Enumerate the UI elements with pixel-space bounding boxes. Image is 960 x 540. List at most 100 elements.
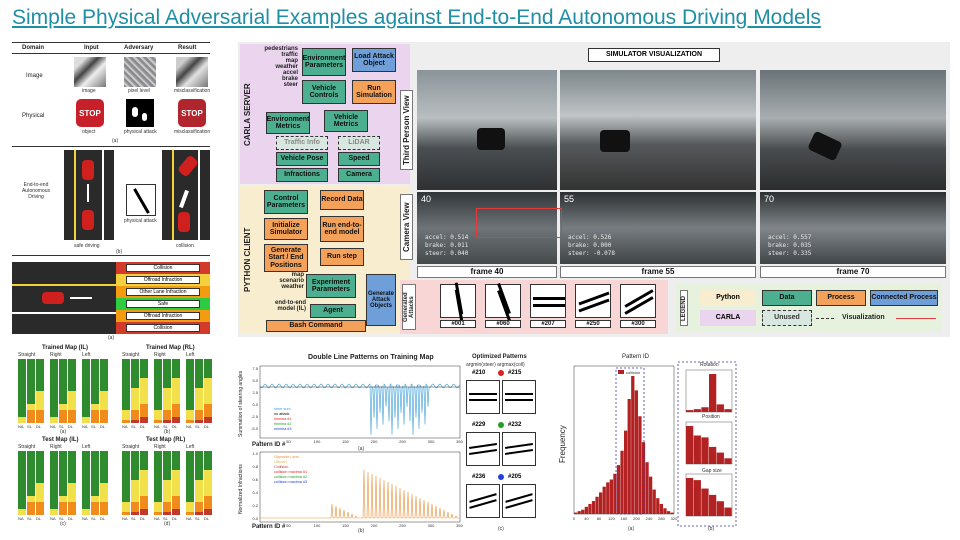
bar-map-panel: (a) (60, 429, 67, 435)
vehicle-pose-box[interactable]: Vehicle Pose (276, 152, 328, 166)
lidar-box[interactable]: LiDAR (338, 136, 380, 150)
bar-map-sub: Left (186, 444, 195, 450)
bar-segment (204, 495, 212, 509)
bar-x-tick: NA (50, 424, 56, 429)
run-sim-box[interactable]: Run Simulation (352, 80, 396, 104)
load-attack-box[interactable]: Load Attack Object (352, 48, 396, 72)
hist-bar (645, 462, 649, 514)
attack-pattern[interactable] (440, 282, 476, 322)
line-figure: Double Line Patterns on Training Map Sum… (238, 354, 466, 536)
legend-data: Data (762, 290, 812, 306)
legend-item: no attack (274, 412, 290, 416)
bash-box[interactable]: Bash Command (266, 320, 366, 332)
camera-box[interactable]: Camera (338, 168, 380, 182)
optimized-id: #232 (508, 422, 522, 428)
speed-box[interactable]: Speed (338, 152, 380, 166)
hist-x-tick: 280 (658, 516, 665, 521)
legend-item: minima #1 (274, 417, 292, 421)
bar-segment (36, 391, 44, 411)
hist-bar (581, 509, 585, 514)
env-params-box[interactable]: Environment Parameters (302, 48, 346, 76)
hist-x-tick: 120 (608, 516, 615, 521)
hist-bar (606, 482, 610, 514)
attack-pattern[interactable] (485, 282, 521, 322)
vehicle-controls-box[interactable]: Vehicle Controls (302, 80, 346, 104)
y-tick: 2.5 (252, 390, 258, 395)
bar-segment (186, 410, 194, 420)
bar-segment (195, 511, 203, 515)
generated-attacks-label: Generated Attacks (402, 284, 416, 330)
bar-segment (131, 410, 139, 420)
x-tick: 350 (456, 523, 463, 528)
traffic-info-box[interactable]: Traffic Info (276, 136, 328, 150)
optimized-id: #229 (472, 422, 486, 428)
bar-x-tick: SL (91, 424, 96, 429)
attack-pattern[interactable] (620, 284, 656, 318)
bar-x-tick: SL (27, 424, 32, 429)
bar-x-tick: NA (82, 516, 88, 521)
attack-pattern[interactable] (575, 284, 611, 318)
bar-segment (195, 419, 203, 423)
bar-segment (18, 416, 26, 423)
hist-bar (649, 476, 653, 514)
bar-segment (91, 495, 99, 503)
agent-box[interactable]: Agent (310, 304, 356, 318)
bar-segment (50, 508, 58, 515)
run-step-box[interactable]: Run step (320, 248, 364, 266)
optimized-pattern[interactable] (466, 380, 500, 414)
bar-segment (36, 483, 44, 503)
bar-x-tick: DL (140, 424, 146, 429)
bar-map-sub: Right (154, 444, 166, 450)
optimized-pattern[interactable] (502, 380, 536, 414)
bar-x-tick: SL (163, 424, 168, 429)
optimized-pattern[interactable] (466, 432, 500, 466)
sub-hist-bar (716, 452, 724, 464)
bar-segment (154, 451, 162, 503)
y-tick: 5.0 (252, 378, 258, 383)
sub-hist-bar (716, 404, 724, 412)
y-tick: 0.2 (252, 503, 258, 508)
record-data-box[interactable]: Record Data (320, 190, 364, 210)
bar-segment (82, 451, 90, 509)
bar-map-sub: Left (82, 444, 91, 450)
lane-band-label: Offroad Infraction (126, 276, 200, 284)
run-e2e-box[interactable]: Run end-to-end model (320, 216, 364, 242)
bar-segment (172, 470, 180, 496)
lane-band-label: Other Lane Infraction (126, 288, 200, 296)
vehicle-metrics-box[interactable]: Vehicle Metrics (324, 110, 368, 132)
frame-70-label: frame 70 (760, 266, 946, 278)
page-title[interactable]: Simple Physical Adversarial Examples aga… (12, 6, 821, 29)
infraction-plot-frame (259, 451, 461, 523)
bar-segment (163, 410, 171, 420)
attack-id-label: #250 (575, 320, 611, 328)
camera-view-55: 55 accel: 0.526 brake: 0.000 steer: -0.0… (560, 192, 756, 264)
bar-x-tick: DL (100, 516, 106, 521)
sub-hist-bar (701, 407, 709, 412)
gen-attack-box[interactable]: Generate Attack Objects (366, 274, 396, 326)
optimized-pattern[interactable] (502, 484, 536, 518)
optimized-pattern[interactable] (466, 484, 500, 518)
attack-pattern[interactable] (530, 284, 566, 318)
bar-segment (122, 511, 130, 515)
domain-table-figure: Domain Input Adversary Result Image imag… (12, 42, 210, 147)
bar-segment (186, 359, 194, 411)
env-metrics-box[interactable]: Environment Metrics (266, 112, 310, 134)
exp-params-box[interactable]: Experiment Parameters (306, 274, 356, 298)
bar-segment (204, 403, 212, 417)
bar-map-title: Trained Map (RL) (146, 345, 195, 351)
infractions-box[interactable]: Infractions (276, 168, 328, 182)
row-physical-domain: Physical (22, 113, 45, 119)
hist-x-tick: 80 (597, 516, 602, 521)
x-tick: 150 (342, 523, 349, 528)
hist-bar (599, 492, 603, 514)
bar-segment (154, 511, 162, 515)
control-params-box[interactable]: Control Parameters (264, 190, 308, 214)
bar-segment (131, 511, 139, 515)
gen-positions-box[interactable]: Generate Start / End Positions (264, 244, 308, 272)
optimized-pattern[interactable] (502, 432, 536, 466)
third-view-40 (417, 70, 557, 190)
hist-bar (613, 473, 617, 514)
bar-segment (122, 502, 130, 512)
init-sim-box[interactable]: Initialize Simulator (264, 218, 308, 240)
hist-bar (620, 450, 624, 514)
